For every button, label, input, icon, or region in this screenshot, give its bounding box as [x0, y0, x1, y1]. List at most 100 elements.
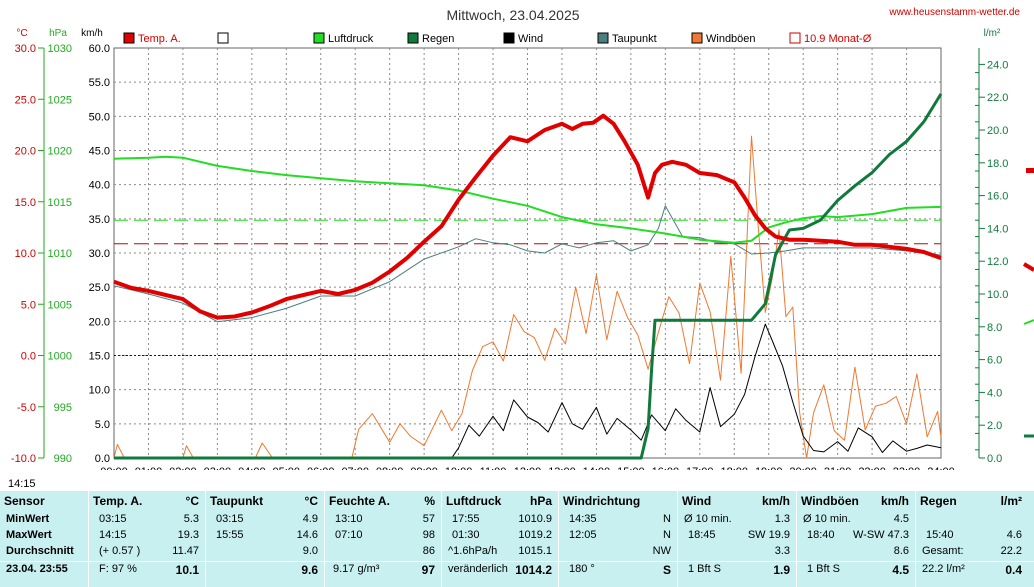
- press-unit: hPa: [529, 494, 552, 508]
- temp-tick-label: 25.0: [15, 94, 36, 106]
- hum-min-value: 57: [422, 513, 435, 525]
- stats-gust-column: Windböen km/h Ø 10 min. 4.5 18:40 W-SW 47.3…: [797, 491, 915, 587]
- rain-tick-label: 4.0: [987, 387, 1002, 399]
- chart-legend: Temp. A. Luftdruck Regen Wind Taupunkt Windbö…: [123, 32, 872, 45]
- legend-swatch: [789, 32, 801, 44]
- rain-total-label: Gesamt:: [922, 545, 964, 557]
- temp-tick-label: 30.0: [15, 43, 36, 55]
- wind-min-label: Ø 10 min.: [684, 513, 732, 525]
- dew-header: Taupunkt: [210, 494, 264, 508]
- x-tick-label: 17:00: [686, 466, 714, 470]
- pressure-tick-label: 995: [54, 402, 72, 414]
- rain-tick-label: 6.0: [987, 355, 1002, 367]
- x-tick-label: 07:00: [341, 466, 369, 470]
- rain-total-value: 22.2: [1000, 545, 1022, 557]
- hum-unit: %: [424, 494, 435, 508]
- press-max-value: 1019.2: [518, 529, 552, 541]
- stats-dew-column: Taupunkt °C 03:15 4.9 15:55 14.6 9.0 9.6: [206, 491, 324, 587]
- wind-max-value: SW 19.9: [747, 529, 790, 541]
- chart-series: [113, 93, 943, 460]
- press-current-value: 1014.2: [515, 563, 552, 577]
- temp-current-value: 10.1: [175, 563, 199, 577]
- pressure-edge-mark: [1023, 319, 1034, 325]
- legend-label: Regen: [422, 33, 454, 45]
- legend-label: Luftdruck: [328, 33, 374, 45]
- temp-foot-note: F: 97 %: [99, 563, 137, 575]
- rain-tick-label: 22.0: [987, 92, 1008, 104]
- rain-tick-label: 16.0: [987, 191, 1008, 203]
- press-max-time: 01:30: [452, 529, 480, 541]
- temp-tick-label: -10.0: [11, 453, 36, 465]
- temp-max-time: 14:15: [99, 529, 127, 541]
- x-tick-label: 12:00: [514, 466, 542, 470]
- wind-tick-label: 40.0: [89, 180, 110, 192]
- temp-tick-label: 15.0: [15, 197, 36, 209]
- x-tick-label: 14:00: [583, 466, 611, 470]
- wind-header: Wind: [682, 494, 712, 508]
- x-tick-label: 21:00: [824, 466, 852, 470]
- rain-tick-label: 0.0: [987, 453, 1002, 465]
- wind-avg-value: 3.3: [774, 545, 790, 557]
- x-tick-label: 24:00: [927, 466, 955, 470]
- gust-min-value: 4.5: [893, 513, 909, 525]
- press-min-time: 17:55: [452, 513, 480, 525]
- legend-swatch: [597, 32, 609, 44]
- dew-min-value: 4.9: [302, 513, 318, 525]
- x-tick-label: 16:00: [652, 466, 680, 470]
- temp-tick-label: 20.0: [15, 146, 36, 158]
- series-line-wind: [114, 323, 942, 459]
- temp-max-value: 19.3: [177, 529, 199, 541]
- start-time-label: 14:15: [8, 478, 36, 490]
- gust-max-value: W-SW 47.3: [852, 529, 909, 541]
- dew-unit: °C: [304, 494, 318, 508]
- x-tick-label: 01:00: [135, 466, 163, 470]
- x-tick-label: 10:00: [445, 466, 473, 470]
- x-tick-label: 13:00: [548, 466, 576, 470]
- legend-swatch: [503, 32, 515, 44]
- temp-tick-label: 0.0: [21, 351, 36, 363]
- wind-beaufort: 1 Bft S: [688, 563, 722, 575]
- hum-avg-value: 86: [422, 545, 435, 557]
- stats-date: 23.04. 23:55: [6, 563, 68, 575]
- wind-max-time: 18:45: [688, 529, 716, 541]
- legend-swatch: [313, 32, 325, 44]
- stats-panel: Sensor MinWert MaxWert Durchschnitt 23.0…: [0, 491, 1034, 587]
- pressure-tick-label: 1015: [48, 197, 72, 209]
- gust-min-label: Ø 10 min.: [803, 513, 851, 525]
- gust-max-time: 18:40: [807, 529, 835, 541]
- hum-current-value: 97: [421, 563, 435, 577]
- press-forecast: veränderlich: [448, 563, 508, 575]
- x-tick-label: 04:00: [238, 466, 266, 470]
- rain-tick-label: 2.0: [987, 420, 1002, 432]
- temp-avg-value: 11.47: [172, 545, 199, 557]
- hum-foot-note: 9.17 g/m³: [333, 563, 380, 575]
- rain-tick-label: 18.0: [987, 158, 1008, 170]
- temp-tick-label: 10.0: [15, 248, 36, 260]
- rain-total-footer: 22.2 l/m²: [922, 563, 965, 575]
- dir-degrees: 180 °: [569, 563, 595, 575]
- temp-avg-note: (+ 0.57 ): [99, 545, 141, 557]
- reference-lines: [114, 219, 941, 356]
- series-line-luftdruck: [113, 155, 942, 244]
- legend-label: Taupunkt: [612, 33, 657, 45]
- gust-avg-value: 8.6: [893, 545, 909, 557]
- rain-tick-label: 8.0: [987, 322, 1002, 334]
- legend-label: 10.9 Monat-Ø: [804, 33, 872, 45]
- wind-tick-label: 55.0: [89, 77, 110, 89]
- rain-current-value: 0.4: [1005, 563, 1022, 577]
- x-tick-label: 05:00: [273, 466, 301, 470]
- legend-label: Wind: [518, 33, 543, 45]
- stats-pressure-column: Luftdruck hPa 17:55 1010.9 01:30 1019.2 ^1.…: [442, 491, 558, 587]
- gust-header: Windböen: [801, 494, 859, 508]
- dew-max-time: 15:55: [216, 529, 244, 541]
- website-link[interactable]: www.heusenstamm-wetter.de: [888, 7, 1020, 18]
- gust-unit: km/h: [880, 494, 909, 508]
- pressure-tick-label: 1010: [48, 248, 72, 260]
- wind-tick-label: 25.0: [89, 282, 110, 294]
- pressure-tick-label: 1020: [48, 146, 72, 158]
- durchschnitt-label: Durchschnitt: [6, 545, 74, 557]
- temp-header: Temp. A.: [93, 494, 143, 508]
- press-avg-value: 1015.1: [518, 545, 552, 557]
- stats-humidity-column: Feuchte A.% 13:10 57 07:10 98 86 9.17 g/m³…: [325, 491, 441, 587]
- pressure-tick-label: 1005: [48, 299, 72, 311]
